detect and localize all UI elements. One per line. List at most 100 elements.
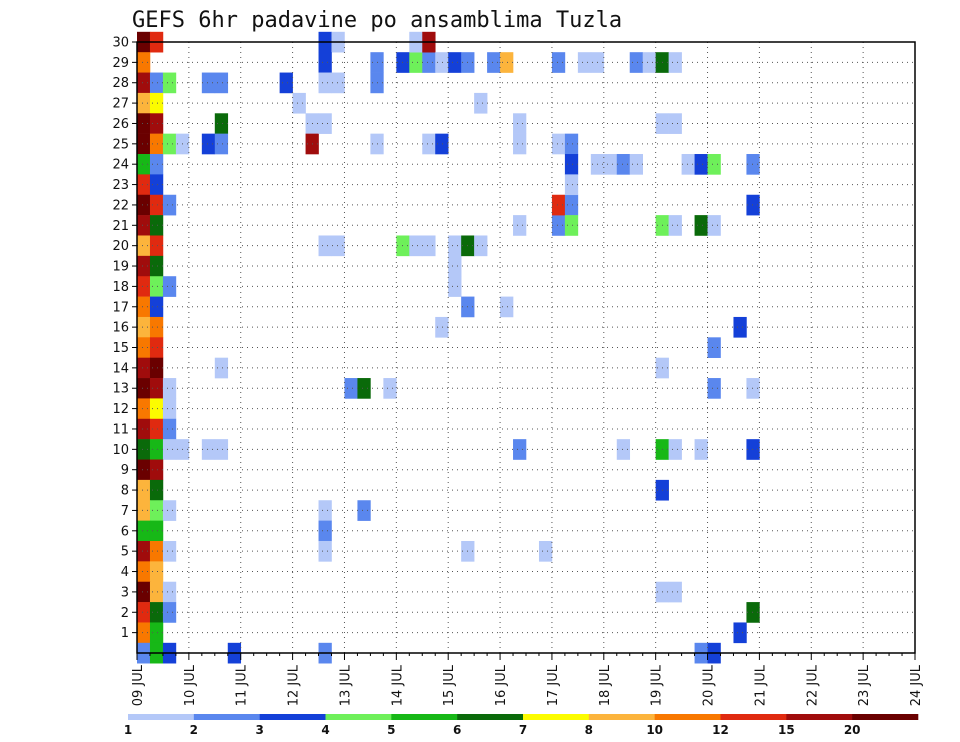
y-tick-label: 4: [121, 565, 129, 580]
heatmap-cell: [137, 255, 151, 277]
y-tick-label: 29: [112, 56, 129, 71]
heatmap-cell: [137, 520, 151, 542]
heatmap-cell: [668, 439, 682, 460]
y-tick-label: 11: [112, 422, 129, 437]
heatmap-cell: [137, 398, 151, 420]
heatmap-cell: [681, 154, 695, 175]
heatmap-cell: [551, 215, 566, 236]
heatmap-cell: [513, 439, 527, 460]
x-axis: 09 JUL 10 JUL 11 JUL 12 JUL 13 JUL 14 JUL 15 J…: [131, 653, 924, 706]
y-tick-label: 28: [112, 76, 129, 91]
heatmap-cell: [746, 154, 760, 175]
y-tick-label: 6: [121, 524, 129, 539]
heatmap-cell: [707, 154, 721, 175]
legend-label: 10: [646, 723, 663, 737]
heatmap-cell: [137, 439, 151, 460]
heatmap-cell: [292, 92, 306, 114]
heatmap-cell: [214, 439, 229, 460]
heatmap-cell: [513, 215, 527, 236]
legend-swatch: [193, 714, 260, 720]
heatmap-cell: [551, 133, 566, 155]
heatmap-cell: [500, 296, 514, 318]
y-tick-label: 18: [112, 280, 129, 295]
heatmap-cell: [668, 52, 682, 73]
heatmap-cell: [694, 154, 708, 175]
heatmap-cell: [137, 561, 151, 583]
heatmap-cell: [162, 439, 177, 460]
y-tick-label: 21: [112, 219, 129, 234]
heatmap-cell: [448, 235, 462, 257]
heatmap-cell: [149, 561, 164, 583]
heatmap-cell: [422, 235, 436, 257]
heatmap-cell: [137, 92, 151, 114]
heatmap-cell: [149, 154, 164, 175]
x-tick-label: 09 JUL: [131, 664, 146, 706]
heatmap-cell: [422, 52, 436, 73]
x-tick-label: 23 JUL: [857, 664, 872, 706]
heatmap-cell: [137, 235, 151, 257]
y-tick-label: 3: [121, 585, 129, 600]
heatmap-cell: [162, 133, 177, 155]
heatmap-cell: [448, 255, 462, 277]
heatmap-cell: [707, 378, 721, 399]
heatmap-cell: [137, 622, 151, 644]
heatmap-cell: [149, 255, 164, 277]
heatmap-cell: [214, 113, 229, 134]
y-tick-label: 19: [112, 260, 129, 275]
legend-label: 3: [255, 723, 263, 737]
heatmap-cell: [422, 133, 436, 155]
y-tick-label: 24: [112, 158, 129, 173]
x-tick-label: 20 JUL: [702, 664, 717, 706]
heatmap-cell: [201, 72, 216, 94]
heatmap-cell: [137, 418, 151, 440]
heatmap-cell: [162, 276, 177, 297]
heatmap-cell: [149, 113, 164, 134]
heatmap-cell: [616, 154, 631, 175]
heatmap-cell: [201, 439, 216, 460]
heatmap-cell: [137, 154, 151, 175]
y-tick-label: 10: [112, 443, 129, 458]
heatmap-cell: [500, 52, 514, 73]
heatmap-cell: [149, 194, 164, 216]
legend-label: 1: [124, 723, 132, 737]
heatmap-cell: [137, 113, 151, 134]
heatmap-cell: [149, 296, 164, 318]
heatmap-cell: [383, 378, 397, 399]
heatmap-cell: [137, 52, 151, 73]
heatmap-cell: [318, 540, 332, 562]
heatmap-cell: [474, 92, 488, 114]
heatmap-cell: [214, 357, 229, 379]
heatmap-cell: [137, 581, 151, 603]
heatmap-cell: [149, 357, 164, 379]
heatmap-cell: [474, 235, 488, 257]
heatmap-cell: [137, 357, 151, 379]
legend-label: 15: [778, 723, 795, 737]
heatmap-cell: [448, 276, 462, 297]
heatmap-cell: [137, 133, 151, 155]
y-tick-label: 8: [121, 484, 129, 499]
heatmap-cell: [162, 581, 177, 603]
heatmap-cell: [331, 72, 345, 94]
legend-swatch: [391, 714, 458, 720]
heatmap-cell: [137, 174, 151, 196]
heatmap-cell: [435, 133, 449, 155]
heatmap-cell: [137, 337, 151, 358]
heatmap-cell: [137, 296, 151, 318]
y-tick-label: 2: [121, 606, 129, 621]
heatmap-cell: [201, 133, 216, 155]
y-tick-label: 22: [112, 198, 129, 213]
heatmap-cell: [149, 235, 164, 257]
heatmap-cell: [538, 540, 553, 562]
heatmap-cell: [137, 194, 151, 216]
heatmap-cell: [668, 113, 682, 134]
heatmap-cell: [137, 479, 151, 501]
y-tick-label: 25: [112, 137, 129, 152]
y-tick-label: 16: [112, 321, 129, 336]
heatmap-cell: [137, 276, 151, 297]
heatmap-cell: [279, 72, 293, 94]
heatmap-cell: [409, 235, 423, 257]
heatmap-cell: [577, 52, 592, 73]
heatmap-cell: [149, 418, 164, 440]
legend-label: 5: [387, 723, 395, 737]
